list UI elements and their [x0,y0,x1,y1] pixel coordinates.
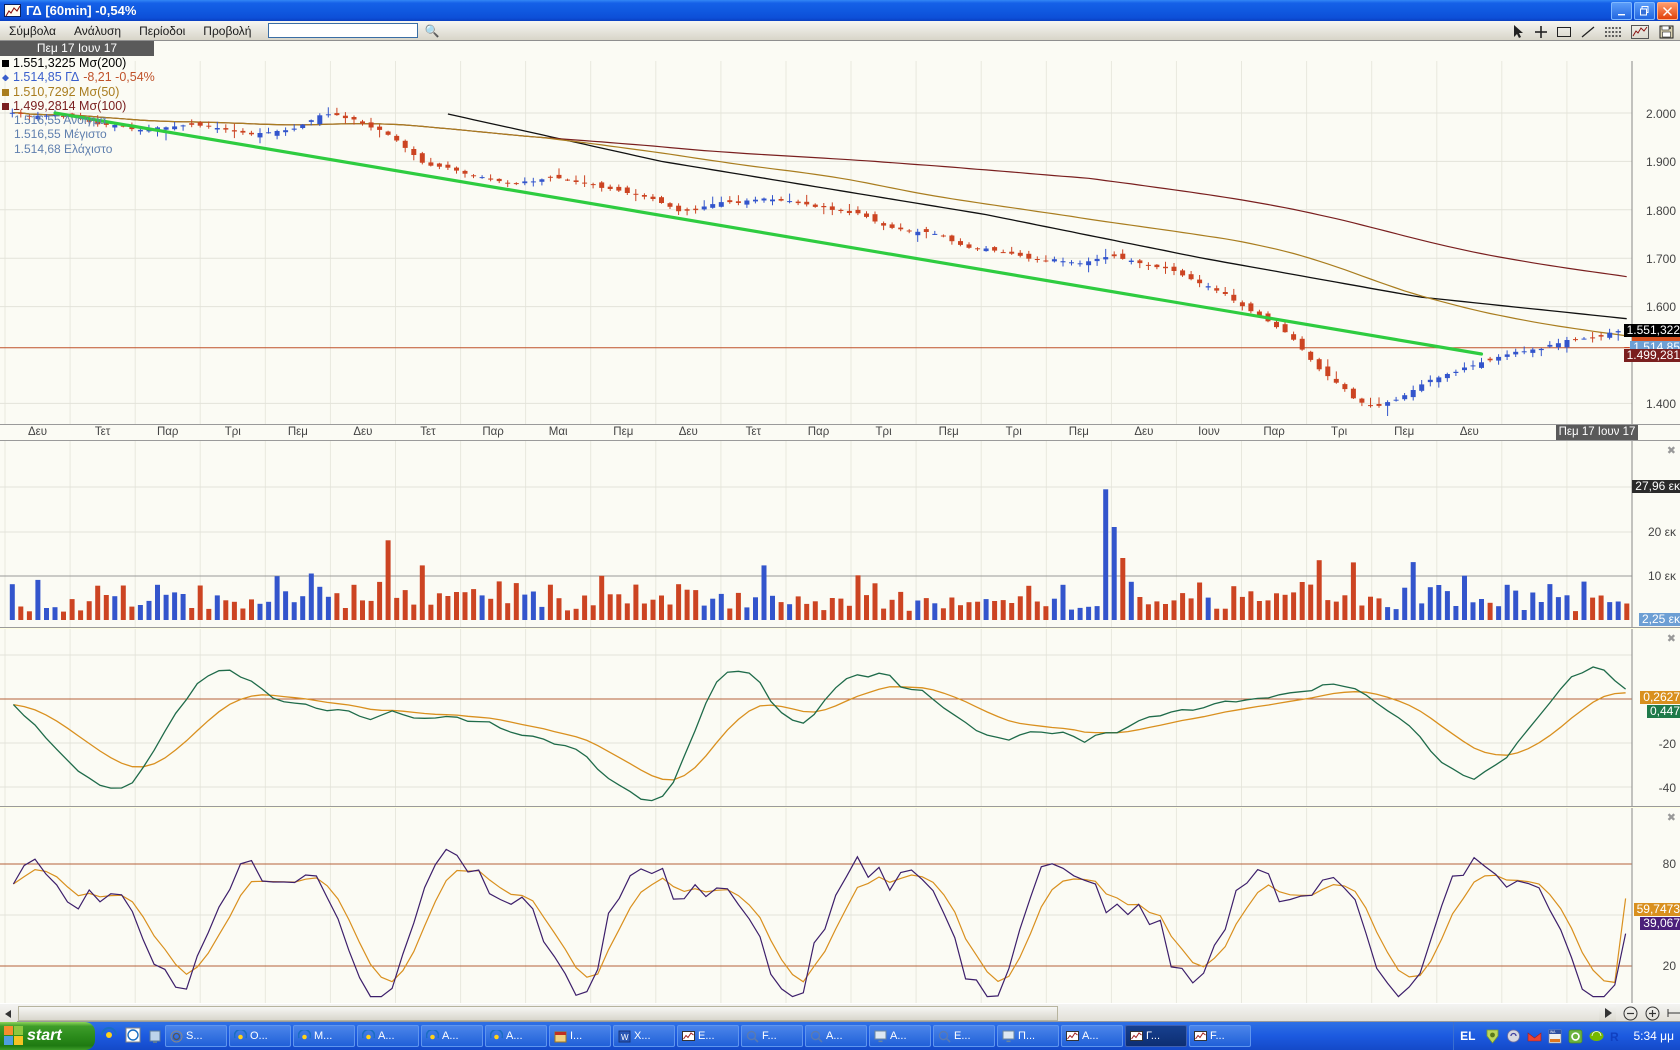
svg-text:W: W [621,1033,629,1042]
svg-text:WA: WA [1550,1030,1556,1034]
svg-text:R: R [1610,1030,1619,1044]
